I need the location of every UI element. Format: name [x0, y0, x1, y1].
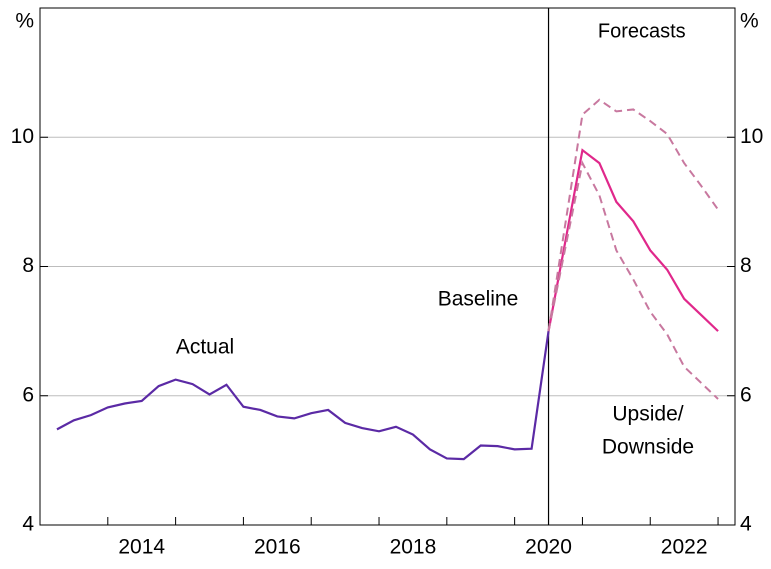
y2-tick-label: 6 — [740, 383, 752, 406]
y2-unit: % — [740, 10, 759, 33]
y2-tick-label: 10 — [740, 125, 763, 148]
x-tick-label: 2016 — [254, 536, 301, 559]
y-unit: % — [15, 10, 34, 33]
series-line — [56, 330, 550, 461]
series-label: Actual — [176, 336, 234, 359]
x-tick-label: 2020 — [525, 536, 572, 559]
y2-tick-label: 8 — [740, 254, 752, 277]
y-tick-label: 8 — [22, 254, 34, 277]
series-line — [547, 148, 719, 332]
y-tick-label: 4 — [22, 513, 34, 536]
y-tick-label: 10 — [11, 125, 34, 148]
x-tick-label: 2018 — [390, 536, 437, 559]
x-tick-label: 2022 — [661, 536, 708, 559]
y-tick-label: 6 — [22, 383, 34, 406]
downside-line — [547, 160, 719, 400]
upside-line — [547, 98, 719, 332]
forecast-label: Forecasts — [598, 20, 686, 42]
y2-tick-label: 4 — [740, 513, 752, 536]
series-label: Baseline — [438, 288, 519, 311]
series-label: Upside/ — [612, 403, 683, 426]
series-label: Downside — [602, 436, 694, 459]
x-tick-label: 2014 — [118, 536, 165, 559]
